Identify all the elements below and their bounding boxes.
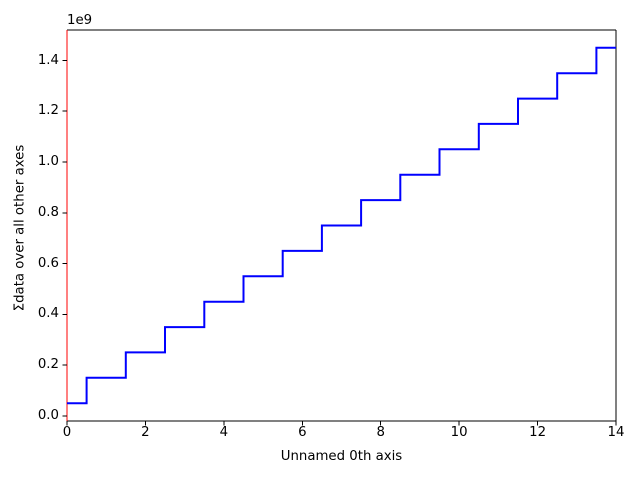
x-tick-label: 12 <box>529 425 547 440</box>
y-tick-label: 0.6 <box>37 255 59 271</box>
y-axis-offset-text: 1e9 <box>67 13 93 28</box>
y-tick-label: 0.8 <box>37 204 59 220</box>
x-tick-label: 0 <box>62 425 72 440</box>
step-line <box>67 46 616 405</box>
y-tick-label: 1.4 <box>37 52 59 68</box>
y-axis-label: Σdata over all other axes <box>12 144 28 312</box>
x-tick-label: 10 <box>450 425 468 440</box>
x-tick-label: 8 <box>376 425 385 440</box>
x-axis-label: Unnamed 0th axis <box>280 449 403 464</box>
y-tick-label: 1.2 <box>37 103 59 119</box>
y-tick-label: 0.4 <box>37 306 59 322</box>
y-tick-label: 1.0 <box>37 154 59 169</box>
y-tick-label: 0.2 <box>37 357 59 373</box>
x-tick-label: 14 <box>607 425 625 440</box>
y-tick-label: 0.0 <box>37 407 59 423</box>
x-tick-label: 6 <box>298 425 307 440</box>
x-tick-label: 4 <box>219 425 229 440</box>
x-tick-label: 2 <box>141 425 150 440</box>
